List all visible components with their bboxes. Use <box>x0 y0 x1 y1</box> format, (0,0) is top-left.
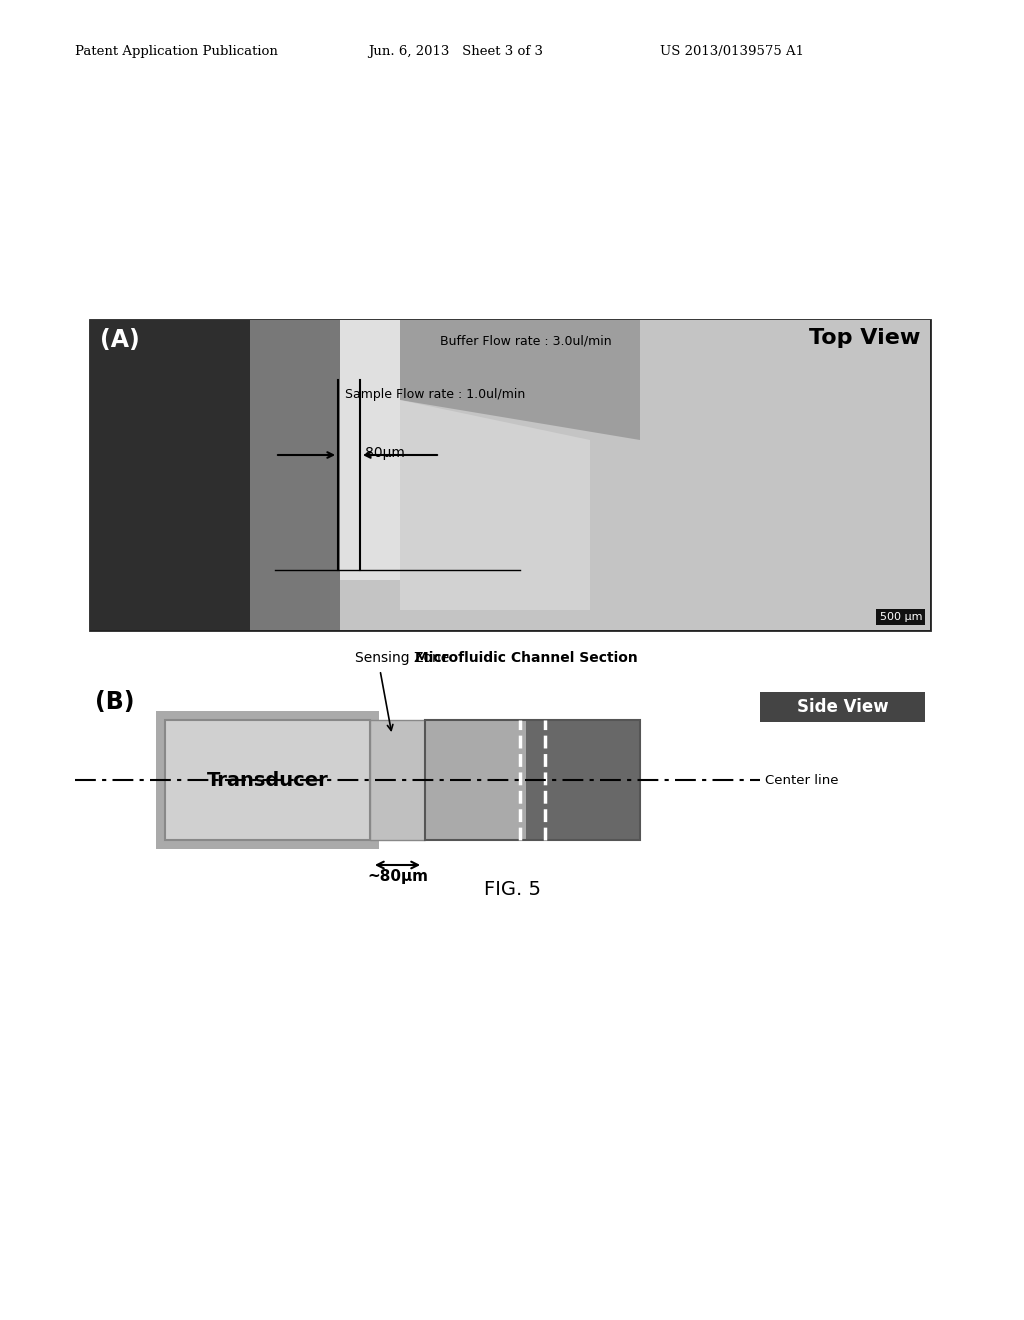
Text: 80μm: 80μm <box>365 446 404 459</box>
Text: Jun. 6, 2013   Sheet 3 of 3: Jun. 6, 2013 Sheet 3 of 3 <box>368 45 543 58</box>
Bar <box>340 319 930 630</box>
Bar <box>250 319 340 630</box>
Bar <box>90 319 250 630</box>
Text: 500 μm: 500 μm <box>880 612 922 622</box>
Text: Sample Flow rate : 1.0ul/min: Sample Flow rate : 1.0ul/min <box>345 388 525 401</box>
Text: (A): (A) <box>100 327 139 352</box>
Bar <box>425 719 640 840</box>
Bar <box>370 719 425 840</box>
Bar <box>425 719 526 840</box>
Text: Microfluidic Channel Section: Microfluidic Channel Section <box>415 651 638 665</box>
Bar <box>526 719 640 840</box>
Bar <box>340 319 400 579</box>
Bar <box>90 319 930 630</box>
Text: Top View: Top View <box>809 327 920 348</box>
Text: Patent Application Publication: Patent Application Publication <box>75 45 278 58</box>
Bar <box>165 719 370 840</box>
Polygon shape <box>400 319 640 440</box>
Bar <box>156 711 379 849</box>
Text: Transducer: Transducer <box>207 771 329 789</box>
Text: Buffer Flow rate : 3.0ul/min: Buffer Flow rate : 3.0ul/min <box>440 335 611 348</box>
Text: Center line: Center line <box>765 774 839 787</box>
Text: ~80μm: ~80μm <box>367 869 428 884</box>
Polygon shape <box>400 400 590 610</box>
Text: (B): (B) <box>95 690 134 714</box>
Bar <box>760 692 925 722</box>
Text: Side View: Side View <box>797 698 888 715</box>
Text: US 2013/0139575 A1: US 2013/0139575 A1 <box>660 45 804 58</box>
Text: Sensing Zone: Sensing Zone <box>355 651 450 665</box>
Text: FIG. 5: FIG. 5 <box>483 880 541 899</box>
